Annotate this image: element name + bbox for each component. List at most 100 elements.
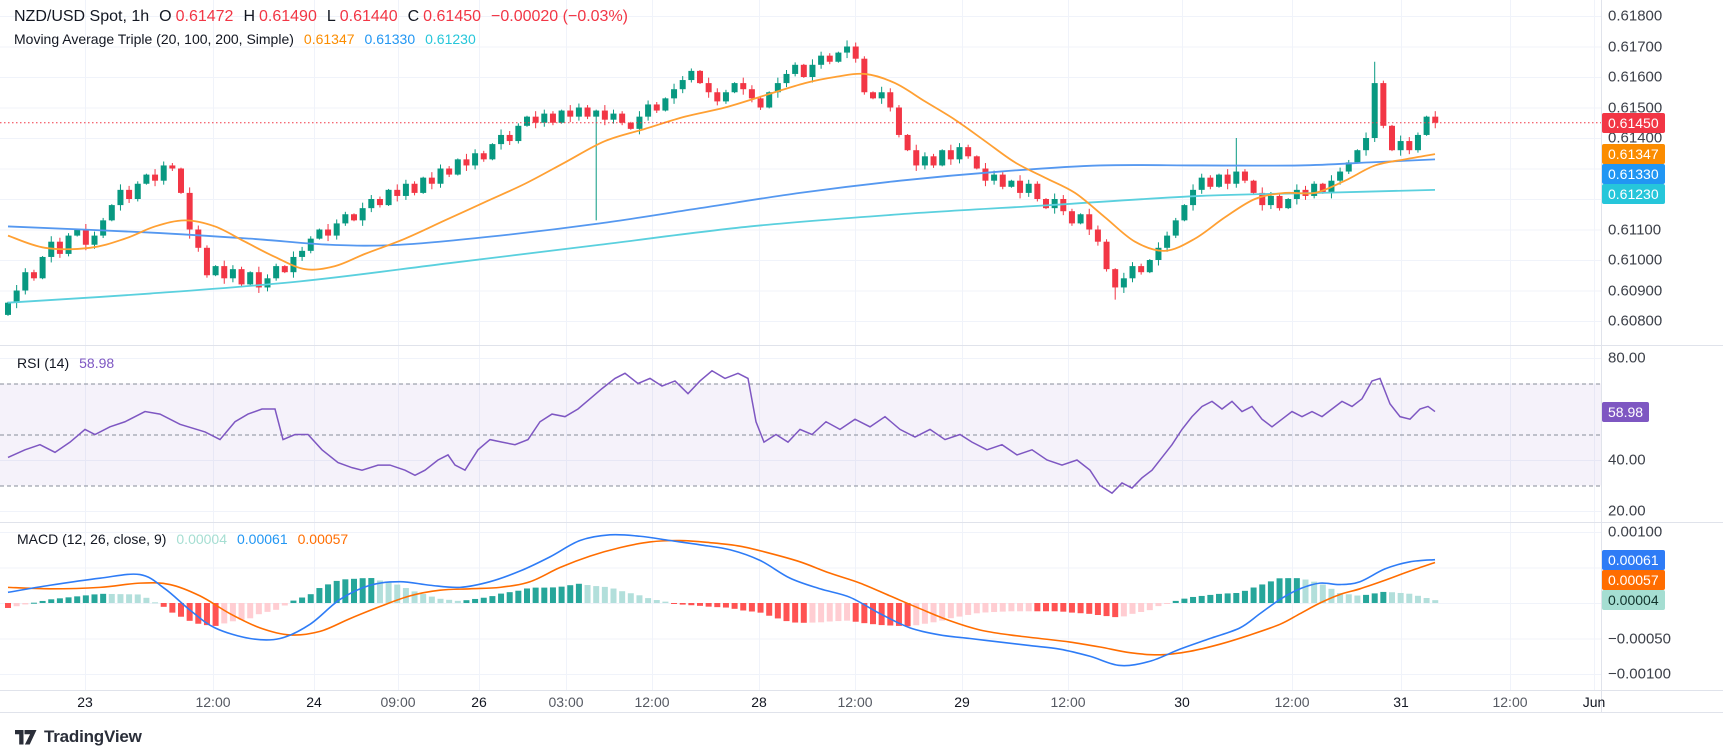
macd-histogram-bar [844, 603, 851, 621]
candle-body [472, 153, 479, 166]
time-axis-label-hour: 12:00 [634, 694, 670, 710]
macd-histogram-bar [307, 594, 314, 603]
candle-body [411, 183, 418, 193]
macd-histogram-bar [376, 580, 383, 603]
candle-body [108, 205, 115, 221]
macd-histogram-bar [22, 603, 29, 605]
candle-body [229, 269, 236, 279]
candle-body [679, 80, 686, 90]
macd-legend: MACD (12, 26, close, 9) 0.00004 0.00061 0.0… [17, 531, 348, 547]
macd-histogram-bar [861, 603, 868, 624]
candle-body [152, 174, 159, 181]
candle-body [792, 64, 799, 74]
candle-body [705, 83, 712, 93]
macd-histogram-bar [1233, 592, 1240, 603]
candle-body [203, 247, 210, 276]
candle-body [385, 189, 392, 206]
macd-histogram-bar [601, 586, 608, 603]
candle-body [480, 153, 487, 160]
macd-histogram-bar [740, 603, 747, 611]
time-axis-label-hour: 12:00 [1492, 694, 1528, 710]
chart-canvas[interactable] [0, 0, 1723, 713]
candle-body [1094, 229, 1101, 242]
macd-histogram-bar [748, 603, 755, 612]
macd-histogram-bar [783, 603, 790, 622]
rsi-axis-badge: 58.98 [1602, 401, 1650, 422]
macd-histogram-bar [420, 594, 427, 603]
macd-histogram-bar [1138, 603, 1145, 612]
time-axis-label-hour: 12:00 [1050, 694, 1086, 710]
candle-body [56, 241, 63, 254]
candle-body [325, 229, 332, 236]
candle-body [930, 156, 937, 166]
macd-histogram-bar [1017, 603, 1024, 612]
macd-histogram-bar [913, 603, 920, 626]
macd-line-value: 0.00061 [237, 531, 288, 547]
candle-body [714, 92, 721, 102]
macd-signal-axis-badge: 0.00057 [1602, 569, 1665, 590]
macd-histogram-bar [74, 596, 81, 603]
candle-body [601, 110, 608, 120]
candle-body [1068, 211, 1075, 224]
ma200-value: 0.61230 [425, 31, 476, 47]
symbol-title[interactable]: NZD/USD Spot, 1h [14, 8, 150, 25]
macd-histogram-bar [584, 585, 591, 603]
candle-body [991, 174, 998, 181]
candle-body [1293, 189, 1300, 199]
ma-title[interactable]: Moving Average Triple (20, 100, 200, Sim… [14, 31, 294, 47]
candle-body [541, 113, 548, 123]
macd-histogram-bar [731, 603, 738, 609]
candle-body [688, 70, 695, 81]
macd-histogram-bar [619, 591, 626, 603]
macd-histogram-bar [636, 595, 643, 603]
candle-body [463, 159, 470, 166]
tradingview-logo[interactable]: TradingView [14, 727, 142, 747]
candle-body [662, 98, 669, 111]
macd-title[interactable]: MACD (12, 26, close, 9) [17, 531, 167, 547]
macd-histogram-bar [1380, 591, 1387, 603]
close-label: C [407, 8, 420, 25]
candle-body [921, 156, 928, 166]
candle-body [22, 272, 29, 291]
macd-histogram-bar [446, 599, 453, 603]
macd-histogram-bar [316, 588, 323, 603]
macd-histogram-bar [705, 603, 712, 607]
macd-histogram-bar [264, 603, 271, 612]
candle-body [1086, 214, 1093, 230]
macd-histogram-bar [1172, 600, 1179, 603]
macd-histogram-bar [973, 603, 980, 614]
candle-body [299, 250, 306, 257]
candle-body [748, 89, 755, 99]
macd-line [7, 533, 1436, 667]
macd-histogram-bar [947, 603, 954, 619]
macd-histogram-bar [134, 594, 141, 603]
macd-histogram-bar [39, 600, 46, 603]
candle-body [255, 272, 262, 288]
macd-histogram-bar [437, 598, 444, 603]
rsi-title[interactable]: RSI (14) [17, 355, 70, 371]
candle-body [809, 64, 816, 77]
macd-histogram-bar [30, 602, 37, 604]
macd-histogram-bar [818, 603, 825, 623]
candle-body [1025, 183, 1032, 193]
macd-histogram-bar [524, 588, 530, 603]
candle-body [1034, 183, 1041, 199]
candle-body [835, 52, 842, 62]
price-axis-label: 0.61800 [1608, 7, 1663, 25]
candle-body [1276, 195, 1283, 209]
macd-histogram-bar [956, 603, 963, 617]
macd-histogram-bar [195, 603, 202, 624]
time-axis-label-day: 23 [77, 694, 93, 710]
candle-body [74, 229, 81, 236]
time-axis-label-day: 29 [954, 694, 970, 710]
macd-histogram-bar [1302, 579, 1309, 603]
ma100-line [7, 158, 1436, 247]
candle-body [1389, 125, 1395, 151]
macd-histogram-bar [126, 594, 133, 603]
candle-body [1181, 205, 1188, 221]
candle-body [567, 110, 574, 117]
candle-body [178, 168, 184, 193]
macd-histogram-bar [1043, 603, 1049, 612]
macd-histogram-bar [697, 603, 703, 606]
candle-body [290, 256, 297, 273]
